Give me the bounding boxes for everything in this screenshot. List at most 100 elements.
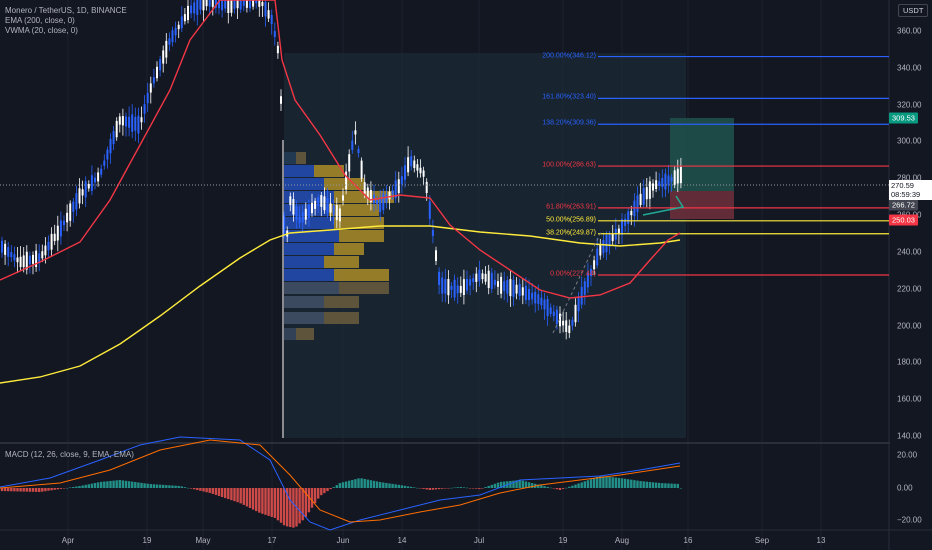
candle-body <box>453 279 456 298</box>
macd-histogram-bar <box>580 482 583 488</box>
macd-histogram-bar <box>310 488 314 508</box>
candle-body <box>617 228 620 234</box>
candle-body <box>280 96 282 104</box>
macd-histogram-bar <box>543 486 546 488</box>
macd-histogram-bar <box>0 488 4 492</box>
candle-body <box>493 279 496 286</box>
candle-body <box>44 245 47 256</box>
candle-body <box>422 170 425 177</box>
price-tick-label: 280.00 <box>897 173 922 183</box>
macd-histogram-bar <box>189 488 193 489</box>
macd-histogram-bar <box>75 486 78 488</box>
candle-body <box>190 5 193 14</box>
candle-body <box>444 279 447 294</box>
candle-body <box>25 251 28 270</box>
macd-histogram-bar <box>552 488 555 489</box>
vwma-indicator-label[interactable]: VWMA (20, close, 0) <box>5 26 78 35</box>
macd-histogram-bar <box>199 488 202 491</box>
candle-body <box>134 116 137 131</box>
candle-body <box>103 160 106 166</box>
fib-level-label: 0.00%(227.44) <box>550 270 596 278</box>
candle-body <box>577 297 580 312</box>
fib-level-label: 100.00%(286.63) <box>542 161 596 169</box>
time-tick-label: 17 <box>267 536 277 545</box>
macd-histogram-bar <box>168 485 171 488</box>
macd-histogram-bar <box>165 485 168 488</box>
candle-body <box>397 179 400 194</box>
candle-body <box>214 0 217 8</box>
price-tick-label: 300.00 <box>897 136 922 146</box>
candle-body <box>53 233 56 242</box>
candle-body <box>22 255 25 268</box>
ema-indicator-label[interactable]: EMA (200, close, 0) <box>5 16 75 25</box>
candle-body <box>221 0 224 11</box>
macd-histogram-bar <box>444 488 447 489</box>
volume-bar-down <box>324 296 359 308</box>
price-tick-label: 200.00 <box>897 321 922 331</box>
volume-bar-down <box>334 243 364 255</box>
candle-body <box>81 189 84 196</box>
macd-histogram-bar <box>158 484 162 488</box>
candle-body <box>528 288 530 301</box>
candle-body <box>524 285 527 301</box>
macd-histogram-bar <box>93 483 97 488</box>
candle-body <box>568 325 571 334</box>
macd-histogram-bar <box>388 483 391 488</box>
stop-price-tag: 250.03 <box>889 214 918 226</box>
macd-histogram-bar <box>400 485 404 488</box>
macd-histogram-bar <box>236 488 239 503</box>
candle-body <box>137 115 140 134</box>
candle-body <box>413 160 416 169</box>
macd-histogram-bar <box>313 488 317 504</box>
candle-body <box>624 218 627 226</box>
candle-body <box>211 0 214 7</box>
macd-histogram-bar <box>530 483 534 488</box>
macd-histogram-bar <box>512 480 515 488</box>
volume-bar-up <box>284 256 324 268</box>
candle-body <box>512 279 515 297</box>
macd-histogram-bar <box>441 488 444 489</box>
macd-histogram-bar <box>255 488 258 512</box>
macd-histogram-bar <box>115 480 118 488</box>
macd-histogram-bar <box>453 487 456 489</box>
symbol-title[interactable]: Monero / TetherUS, 1D, BINANCE <box>5 6 127 15</box>
candle-body <box>676 168 679 184</box>
macd-histogram-bar <box>180 486 183 488</box>
candle-body <box>174 27 177 36</box>
macd-indicator-label[interactable]: MACD (12, 26, close, 9, EMA, EMA) <box>5 450 134 459</box>
candle-body <box>10 252 13 258</box>
volume-bar-up <box>284 178 324 190</box>
fib-lines <box>598 55 889 276</box>
macd-histogram-bar <box>527 482 531 488</box>
candle-body <box>162 50 165 64</box>
macd-histogram-bar <box>515 480 518 488</box>
time-tick-label: 19 <box>558 536 568 545</box>
macd-histogram-bar <box>462 487 466 488</box>
candle-body <box>258 0 261 7</box>
candle-body <box>335 205 338 221</box>
macd-histogram-bar <box>509 480 512 488</box>
macd-histogram-bar <box>614 477 617 488</box>
macd-histogram-bar <box>177 485 180 488</box>
macd-histogram-bar <box>65 487 69 489</box>
macd-histogram-bar <box>341 482 345 488</box>
chart-legend: Monero / TetherUS, 1D, BINANCE EMA (200,… <box>5 6 127 36</box>
long-position-stop <box>670 191 734 219</box>
macd-histogram-bar <box>630 479 633 488</box>
price-tick-label: 220.00 <box>897 284 922 294</box>
macd-histogram-bar <box>565 487 568 489</box>
macd-histogram-bar <box>658 482 661 488</box>
candle-body <box>652 183 654 191</box>
macd-histogram-bar <box>363 478 366 488</box>
macd-histogram-bar <box>186 487 190 489</box>
macd-histogram-bar <box>375 481 379 488</box>
macd-histogram-bar <box>214 488 218 495</box>
macd-histogram-bar <box>28 488 32 492</box>
candle-body <box>94 177 96 183</box>
time-tick-label: 13 <box>816 536 826 545</box>
candle-body <box>531 292 534 300</box>
candle-body <box>171 30 174 43</box>
currency-button[interactable]: USDT <box>898 4 929 17</box>
candle-body <box>469 279 472 286</box>
